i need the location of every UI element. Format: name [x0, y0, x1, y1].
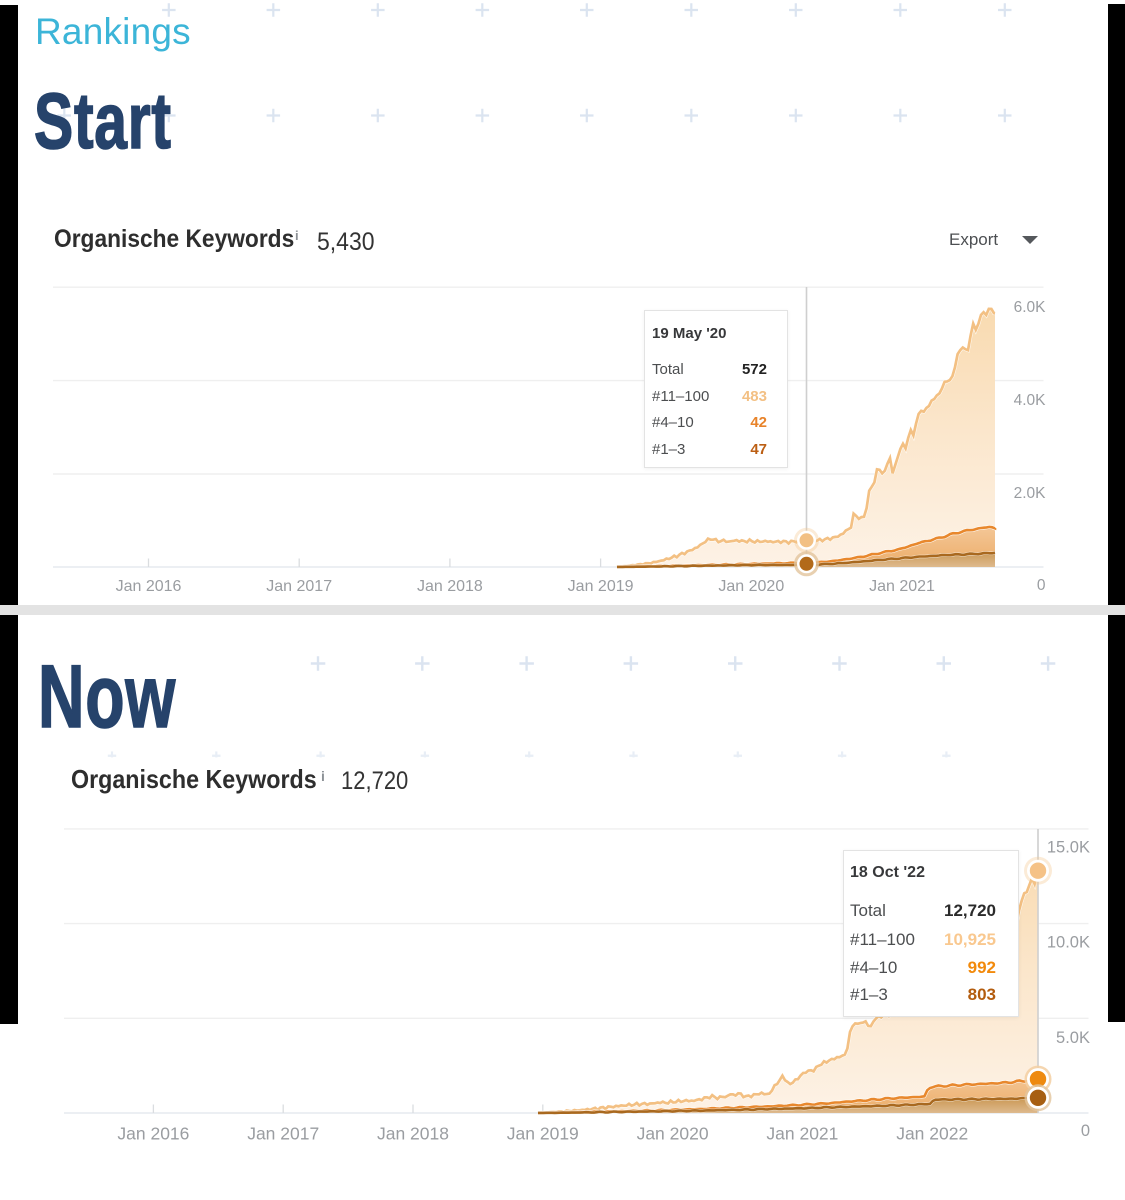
svg-text:Jan 2016: Jan 2016 — [117, 1124, 189, 1144]
svg-text:Jan 2018: Jan 2018 — [417, 578, 483, 595]
svg-text:Jan 2020: Jan 2020 — [637, 1124, 709, 1144]
svg-text:Jan 2016: Jan 2016 — [116, 578, 182, 595]
svg-text:Jan 2020: Jan 2020 — [718, 578, 784, 595]
svg-text:0: 0 — [1081, 1122, 1090, 1140]
svg-text:Jan 2018: Jan 2018 — [377, 1124, 449, 1144]
svg-text:Jan 2019: Jan 2019 — [568, 578, 634, 595]
svg-text:6.0K: 6.0K — [1014, 299, 1047, 316]
svg-text:10.0K: 10.0K — [1047, 933, 1090, 951]
svg-text:Jan 2021: Jan 2021 — [869, 578, 935, 595]
svg-text:Jan 2019: Jan 2019 — [507, 1124, 579, 1144]
svg-text:2.0K: 2.0K — [1014, 485, 1047, 502]
svg-text:0: 0 — [1037, 577, 1046, 594]
svg-text:Jan 2017: Jan 2017 — [266, 578, 332, 595]
svg-text:5.0K: 5.0K — [1056, 1029, 1090, 1047]
svg-text:15.0K: 15.0K — [1047, 838, 1090, 856]
svg-text:4.0K: 4.0K — [1014, 392, 1047, 409]
svg-text:Jan 2021: Jan 2021 — [766, 1124, 838, 1144]
svg-text:Jan 2017: Jan 2017 — [247, 1124, 319, 1144]
svg-text:Jan 2022: Jan 2022 — [896, 1124, 968, 1144]
